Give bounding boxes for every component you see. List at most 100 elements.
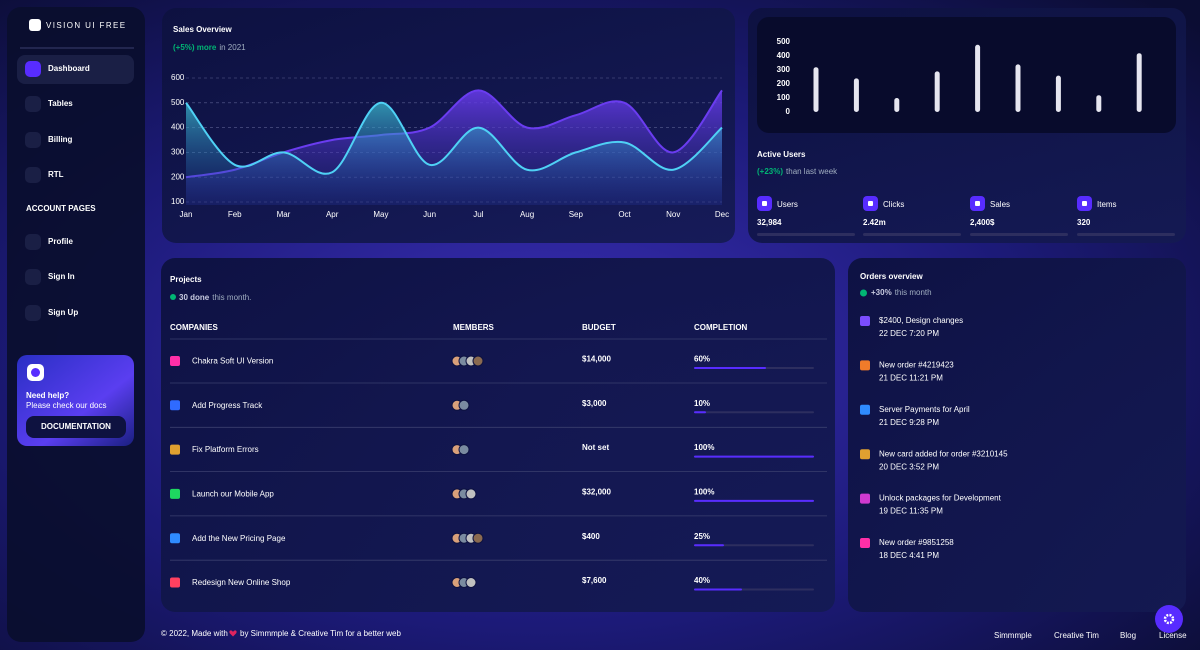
completion-bar [694, 588, 742, 591]
order-title: Unlock packages for Development [879, 494, 1002, 503]
x-tick-label: Feb [228, 210, 242, 219]
budget: Not set [582, 443, 609, 452]
completion-label: 40% [694, 576, 710, 585]
order-date: 18 DEC 4:41 PM [879, 551, 939, 560]
brand: VISION UI FREE [46, 21, 127, 30]
member-avatar [465, 488, 477, 500]
section-title: Orders overview [860, 272, 923, 281]
nav-icon [25, 269, 41, 285]
order-title: New order #4219423 [879, 361, 954, 370]
completion-label: 10% [694, 399, 710, 408]
bar-chart-panel [757, 17, 1176, 133]
nav-icon [25, 96, 41, 112]
completion-label: 60% [694, 355, 710, 364]
footer-link[interactable]: License [1159, 631, 1187, 640]
order-icon [860, 404, 870, 415]
footer-link[interactable]: Simmmple [994, 631, 1032, 640]
completion-track [694, 544, 814, 547]
stat-track [970, 233, 1068, 236]
stat-label: Clicks [883, 200, 904, 209]
x-tick-label: Jul [473, 210, 483, 219]
bar [853, 78, 859, 112]
help-title: Need help? [26, 391, 69, 400]
company-name: Launch our Mobile App [192, 490, 274, 499]
nav-item[interactable]: Dashboard [48, 64, 90, 73]
subtitle-text: this month [895, 288, 932, 297]
footer-link[interactable]: Creative Tim [1054, 631, 1099, 640]
stat-value: 2.42m [863, 218, 886, 227]
company-icon [170, 356, 180, 366]
x-tick-label: Dec [715, 210, 729, 219]
x-tick-label: Sep [569, 210, 584, 219]
member-avatar [458, 444, 470, 456]
completion-label: 100% [694, 488, 714, 497]
footer-link[interactable]: Blog [1120, 631, 1136, 640]
nav-icon [25, 61, 41, 77]
order-title: Server Payments for April [879, 405, 970, 414]
help-button[interactable] [26, 416, 126, 438]
completion-bar [694, 544, 724, 547]
stat-track [863, 233, 961, 236]
order-date: 20 DEC 3:52 PM [879, 462, 939, 471]
help-text: Please check our docs [26, 401, 107, 410]
heart-icon [229, 630, 237, 637]
nav-item[interactable]: Billing [48, 135, 73, 144]
y-tick-label: 500 [777, 37, 791, 46]
budget: $14,000 [582, 355, 611, 364]
completion-bar [694, 411, 706, 414]
company-name: Add the New Pricing Page [192, 534, 286, 543]
order-title: $2400, Design changes [879, 316, 963, 325]
column-header: MEMBERS [453, 323, 495, 332]
nav-item[interactable]: Tables [48, 99, 73, 108]
y-tick-label: 100 [777, 93, 791, 102]
completion-label: 100% [694, 443, 714, 452]
y-tick-label: 500 [171, 98, 185, 107]
subtitle-highlight: +30% [871, 288, 892, 297]
settings-button[interactable] [1155, 605, 1183, 633]
order-date: 21 DEC 11:21 PM [879, 374, 943, 383]
line [185, 101, 723, 175]
stat-label: Items [1097, 200, 1117, 209]
order-icon [860, 538, 870, 548]
subtitle-text: in 2021 [219, 43, 246, 52]
nav-item[interactable]: Profile [48, 237, 73, 246]
subtitle-text: this month. [212, 293, 251, 302]
help-icon-dot [31, 368, 40, 377]
y-tick-label: 0 [786, 107, 791, 116]
completion-track [694, 411, 814, 414]
nav-item[interactable]: Sign Up [48, 308, 78, 317]
order-icon [860, 493, 870, 504]
nav-item[interactable]: Sign In [48, 272, 75, 281]
stat-track [757, 233, 855, 236]
nav-icon [25, 132, 41, 148]
bar [1096, 95, 1102, 112]
budget: $400 [582, 532, 600, 541]
budget: $3,000 [582, 399, 607, 408]
section-subtitle: 30 done this month. [179, 293, 251, 302]
y-tick-label: 300 [777, 65, 791, 74]
y-tick-label: 200 [171, 172, 185, 181]
column-header: COMPLETION [694, 323, 748, 332]
section-subtitle: (+23%) than last week [757, 167, 838, 176]
chart-title: Sales Overview [173, 25, 232, 34]
bar [975, 44, 981, 112]
stat-value: 32,984 [757, 218, 782, 227]
bar [1055, 75, 1061, 112]
x-tick-label: May [373, 210, 388, 219]
order-title: New order #9851258 [879, 538, 954, 547]
completion-bar [694, 455, 814, 458]
nav-item[interactable]: RTL [48, 170, 64, 179]
company-name: Fix Platform Errors [192, 445, 259, 454]
stat-value: 2,400$ [970, 218, 995, 227]
help-button-label[interactable]: DOCUMENTATION [41, 422, 111, 431]
bar [1015, 64, 1021, 112]
done-indicator [170, 294, 176, 300]
company-icon [170, 533, 180, 544]
company-name: Add Progress Track [192, 401, 263, 410]
stat-value: 320 [1077, 218, 1091, 227]
order-date: 21 DEC 9:28 PM [879, 418, 939, 427]
bar [813, 67, 819, 112]
x-tick-label: Nov [666, 210, 680, 219]
check-indicator [860, 289, 867, 297]
